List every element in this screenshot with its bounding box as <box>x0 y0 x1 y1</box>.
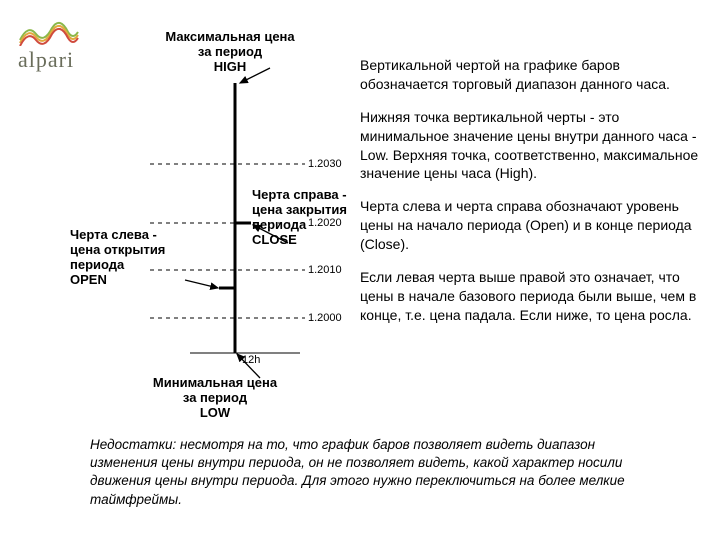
paragraph-4: Если левая черта выше правой это означае… <box>360 268 700 325</box>
grid-label-3: 1.2000 <box>308 312 342 324</box>
footer-note: Недостатки: несмотря на то, что график б… <box>90 436 650 509</box>
label-time: 12h <box>242 354 260 366</box>
grid-label-0: 1.2030 <box>308 158 342 170</box>
paragraph-2: Нижняя точка вертикальной черты - это ми… <box>360 108 700 184</box>
paragraph-1: Вертикальной чертой на графике баров обо… <box>360 56 700 94</box>
label-high: Максимальная цена за период HIGH <box>150 30 310 75</box>
brand-logo: alpari <box>18 18 80 73</box>
bar-chart-diagram: Максимальная цена за период HIGH Черта с… <box>90 48 350 418</box>
logo-text: alpari <box>18 47 80 73</box>
grid-label-1: 1.2020 <box>308 217 342 229</box>
grid-label-2: 1.2010 <box>308 264 342 276</box>
paragraph-3: Черта слева и черта справа обозначают ур… <box>360 197 700 254</box>
label-low: Минимальная цена за период LOW <box>135 376 295 421</box>
label-open: Черта слева - цена открытия периода OPEN <box>70 228 165 288</box>
explanation-text: Вертикальной чертой на графике баров обо… <box>360 56 700 339</box>
logo-waves-icon <box>18 18 80 46</box>
